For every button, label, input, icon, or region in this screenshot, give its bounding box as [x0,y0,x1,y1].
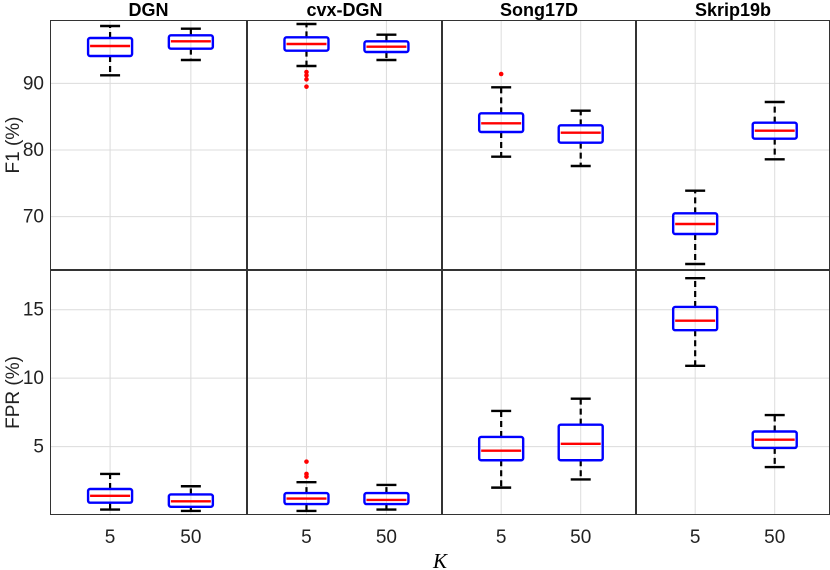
box-iqr [477,112,525,134]
y-tick-label: 80 [23,140,44,161]
box-cvx-DGN-k5 [283,22,330,89]
x-tick-label: 50 [570,527,591,548]
y-tick-label: 70 [23,207,44,228]
x-tick-label: 5 [496,527,507,548]
box-Song17D-k5 [477,71,525,158]
panel-title: DGN [129,0,169,20]
box-iqr [751,430,798,450]
box-iqr [283,491,330,506]
y-tick-label: 90 [23,73,44,94]
box-iqr [86,487,134,504]
x-tick-label: 50 [764,527,785,548]
panel-frame [247,270,442,515]
outlier-point [304,459,309,464]
boxes-layer [86,22,798,513]
panel-title: cvx-DGN [306,0,382,20]
grid-layer [50,20,830,515]
box-iqr [283,36,330,52]
x-tick-label: 5 [105,527,116,548]
box-iqr [477,435,525,462]
outlier-point [304,84,309,89]
box-Skrip19b-k50 [751,100,798,161]
box-DGN-k50 [167,27,215,62]
box-iqr [671,212,719,236]
panel-frame [247,20,442,270]
box-iqr [363,491,410,506]
x-axis-label: K [432,549,448,570]
y-tick-label: 15 [23,300,44,321]
box-Skrip19b-k5 [671,277,719,368]
box-cvx-DGN-k50 [363,483,410,511]
box-iqr [557,423,604,462]
box-cvx-DGN-k5 [283,459,330,513]
box-iqr [167,493,215,508]
box-Song17D-k50 [557,397,604,481]
box-iqr [751,121,798,140]
outlier-point [498,71,504,77]
box-Skrip19b-k5 [671,189,719,266]
panel-title: Song17D [500,0,578,20]
box-iqr [557,124,604,144]
x-tick-label: 5 [690,527,701,548]
x-tick-label: 5 [301,527,312,548]
panel-frame [442,20,636,270]
panel-frame [636,20,830,270]
box-DGN-k50 [167,485,215,513]
y-axis-label: FPR (%) [3,356,24,429]
box-iqr [363,40,410,54]
box-DGN-k5 [86,24,134,77]
panel-frame [50,270,247,515]
outlier-point [304,77,309,82]
box-iqr [86,36,134,58]
y-tick-label: 5 [33,437,44,458]
y-axis-label: F1 (%) [3,117,24,174]
panel-frame [442,270,636,515]
panel-title: Skrip19b [695,0,771,20]
panel-frame [50,20,247,270]
box-cvx-DGN-k50 [363,33,410,62]
panel-frame [636,270,830,515]
outlier-point [304,73,309,78]
x-tick-label: 50 [180,527,201,548]
box-Song17D-k50 [557,109,604,168]
x-tick-label: 50 [376,527,397,548]
outlier-point [304,69,309,75]
box-iqr [167,34,215,50]
box-DGN-k5 [86,472,134,511]
outlier-point [304,471,309,477]
panel-frames [50,20,830,515]
y-tick-label: 10 [23,368,44,389]
box-Skrip19b-k50 [751,413,798,469]
box-iqr [671,305,719,332]
box-Song17D-k5 [477,409,525,489]
labels-layer: DGN cvx-DGN Song17D Skrip19b 70 80 90 F1 (%) 5 50… [3,0,785,548]
